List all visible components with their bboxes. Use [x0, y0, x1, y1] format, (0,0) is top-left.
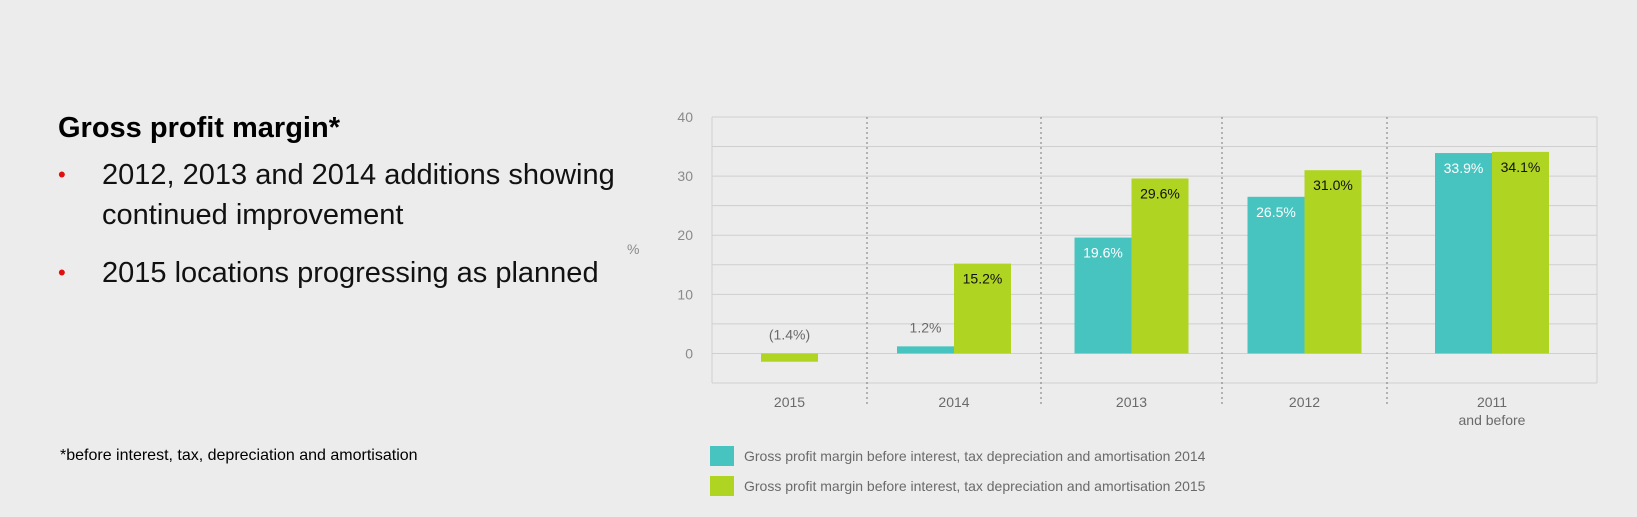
data-label: 19.6%: [1083, 245, 1123, 261]
data-label: 31.0%: [1313, 177, 1353, 193]
chart-legend: Gross profit margin before interest, tax…: [710, 446, 1205, 506]
bullet-list: • 2012, 2013 and 2014 additions showing …: [58, 155, 618, 293]
legend-item-2015: Gross profit margin before interest, tax…: [710, 476, 1205, 496]
legend-swatch-2014: [710, 446, 734, 466]
legend-swatch-2015: [710, 476, 734, 496]
bar-2015-2015: [761, 353, 818, 362]
bar-2015-2014: [954, 263, 1011, 354]
x-tick-label: 2014: [938, 394, 969, 410]
bar-2014-2012: [1247, 196, 1305, 354]
x-tick-label: 2013: [1116, 394, 1147, 410]
data-label: (1.4%): [769, 326, 810, 342]
bar-2015-2011: [1492, 151, 1549, 354]
data-label: 1.2%: [910, 319, 942, 335]
x-tick-label: 2012: [1289, 394, 1320, 410]
page-title: Gross profit margin*: [58, 112, 340, 144]
x-tick-label: 2011: [1477, 394, 1507, 410]
legend-label-2014: Gross profit margin before interest, tax…: [744, 448, 1206, 464]
legend-label-2015: Gross profit margin before interest, tax…: [744, 478, 1206, 494]
data-label: 15.2%: [963, 271, 1003, 287]
data-label: 34.1%: [1501, 159, 1541, 175]
bullet-icon: •: [58, 260, 66, 285]
data-label: 29.6%: [1140, 185, 1180, 201]
y-tick-label: 20: [677, 227, 693, 243]
x-tick-sublabel: and before: [1459, 412, 1526, 428]
x-tick-label: 2015: [774, 394, 805, 410]
bar-2014-2014: [897, 346, 954, 354]
bar-2014-2013: [1074, 237, 1132, 354]
y-tick-label: 0: [685, 345, 693, 361]
bar-2014-2011: [1435, 153, 1492, 354]
bullet-icon: •: [58, 162, 66, 187]
bullet-text: 2015 locations progressing as planned: [102, 257, 599, 289]
y-tick-label: 10: [677, 286, 693, 302]
y-tick-label: 40: [677, 109, 693, 125]
bar-2015-2012: [1304, 170, 1362, 354]
bullet-item: • 2015 locations progressing as planned: [58, 253, 618, 293]
data-label: 33.9%: [1444, 160, 1484, 176]
bullet-item: • 2012, 2013 and 2014 additions showing …: [58, 155, 618, 235]
legend-item-2014: Gross profit margin before interest, tax…: [710, 446, 1205, 466]
y-axis-label: %: [627, 241, 639, 257]
y-tick-label: 30: [677, 168, 693, 184]
footnote: *before interest, tax, depreciation and …: [60, 447, 418, 464]
data-label: 26.5%: [1256, 204, 1296, 220]
bar-2015-2013: [1131, 178, 1189, 354]
text-panel: Gross profit margin* • 2012, 2013 and 20…: [58, 112, 618, 311]
bullet-text: 2012, 2013 and 2014 additions showing co…: [102, 159, 615, 231]
